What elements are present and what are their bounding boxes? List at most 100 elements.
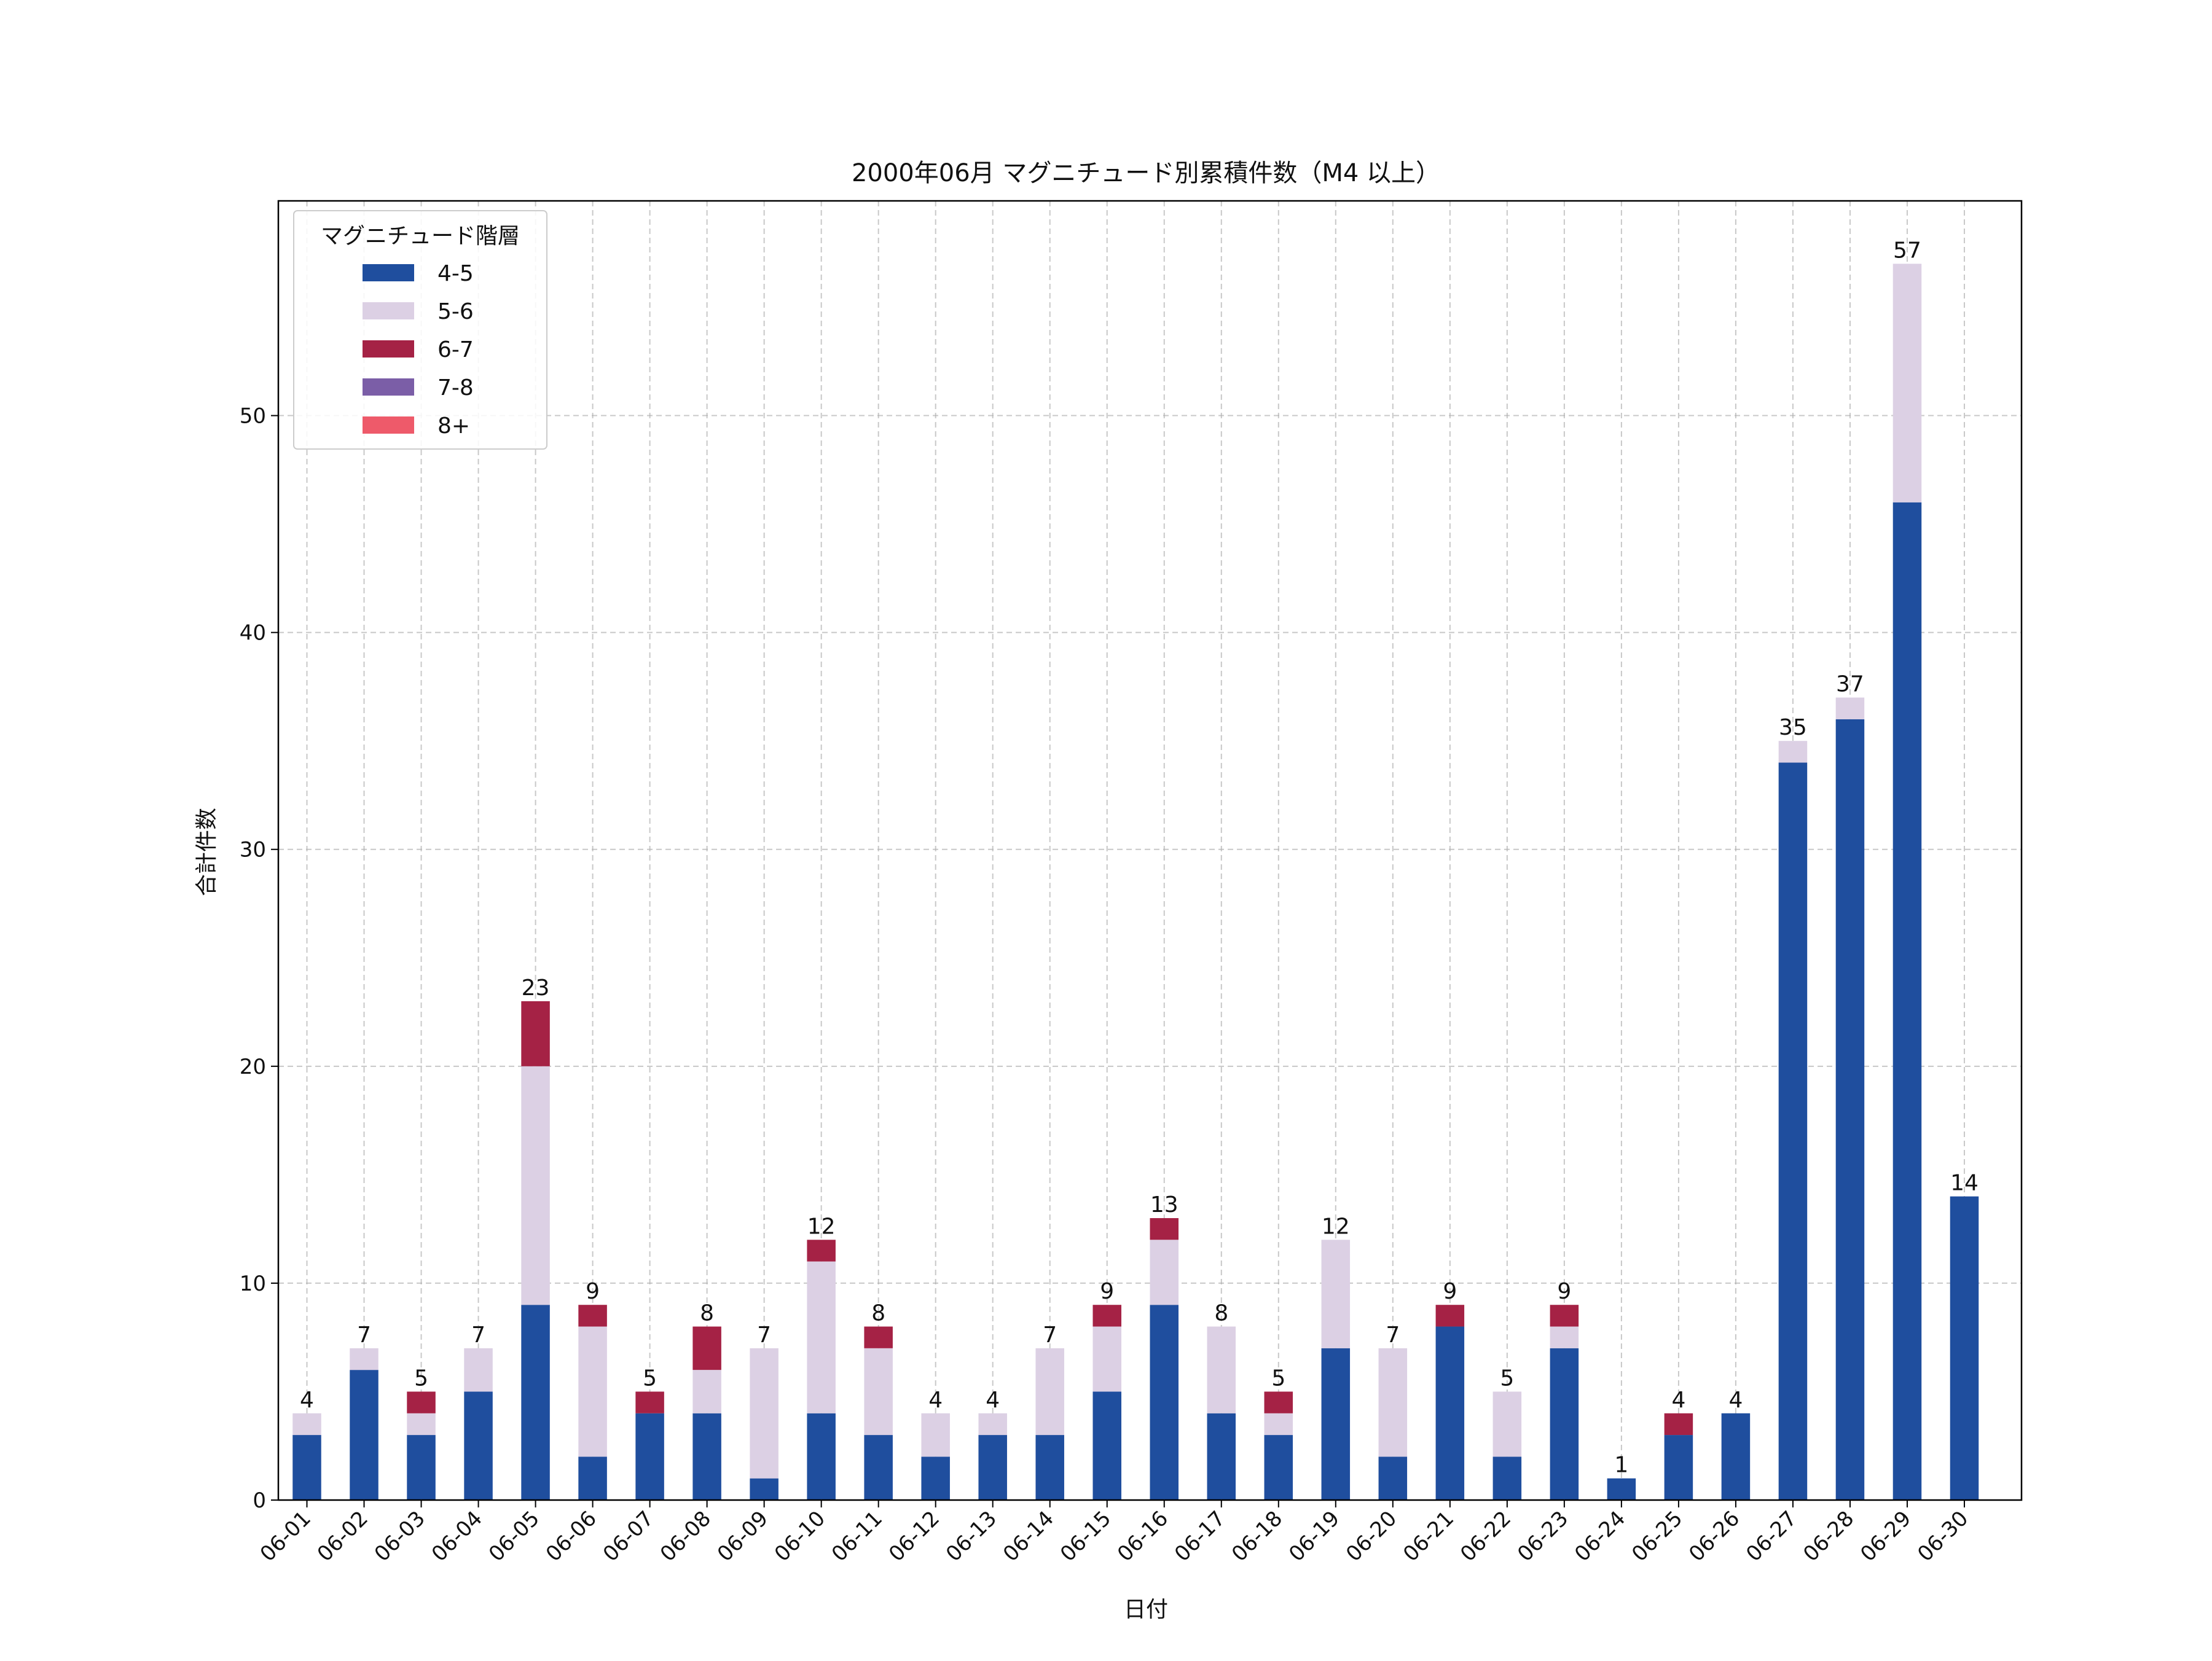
bar-total-label: 8 (871, 1301, 885, 1326)
bars (292, 264, 1979, 1500)
bar-total-label: 5 (1500, 1366, 1514, 1391)
bar-segment-6-7 (521, 1001, 550, 1066)
bar-segment-4-5 (1378, 1456, 1408, 1500)
bar-segment-5-6 (1778, 741, 1808, 763)
bar-segment-4-5 (407, 1435, 436, 1500)
bar-segment-6-7 (864, 1326, 893, 1348)
bar-segment-4-5 (350, 1370, 378, 1500)
bar-segment-4-5 (1664, 1435, 1693, 1500)
bar-segment-4-5 (1207, 1413, 1236, 1500)
bar-segment-5-6 (407, 1413, 436, 1436)
bar-total-label: 12 (807, 1214, 836, 1239)
bar-segment-5-6 (978, 1413, 1007, 1436)
y-tick-label: 10 (240, 1272, 266, 1296)
bar-total-label: 7 (757, 1323, 771, 1348)
bar-segment-5-6 (1264, 1413, 1293, 1436)
bar-segment-4-5 (1721, 1413, 1751, 1500)
bar-segment-5-6 (1207, 1326, 1236, 1413)
legend-label: 4-5 (437, 261, 474, 286)
legend-label: 8+ (437, 413, 470, 439)
bar-segment-6-7 (407, 1391, 436, 1413)
bar-segment-5-6 (1035, 1348, 1064, 1436)
chart-title: 2000年06月 マグニチュード別累積件数（M4 以上） (852, 159, 1440, 187)
legend: マグニチュード階層 4-5 5-6 6-7 7-8 8+ (293, 210, 547, 450)
bar-segment-4-5 (1492, 1456, 1522, 1500)
bar-total-label: 5 (1271, 1366, 1285, 1391)
bar-segment-4-5 (1835, 719, 1865, 1500)
bar-segment-4-5 (921, 1456, 950, 1500)
legend-swatch-7-8 (363, 378, 414, 396)
bar-segment-4-5 (1892, 502, 1922, 1500)
bar-segment-6-7 (1435, 1305, 1465, 1327)
bar-segment-5-6 (692, 1370, 721, 1413)
bar-total-label: 7 (357, 1323, 371, 1348)
y-axis-label: 合計件数 (194, 808, 219, 896)
bar-segment-4-5 (1778, 762, 1808, 1500)
bar-segment-5-6 (921, 1413, 950, 1457)
bar-segment-6-7 (1150, 1217, 1179, 1240)
bar-segment-4-5 (750, 1478, 779, 1500)
bar-segment-5-6 (864, 1348, 893, 1436)
bar-total-label: 9 (1557, 1279, 1571, 1304)
bar-total-label: 7 (1043, 1323, 1057, 1348)
legend-swatch-4-5 (363, 264, 414, 281)
bar-segment-4-5 (692, 1413, 721, 1500)
bar-segment-6-7 (1550, 1305, 1579, 1327)
bar-segment-6-7 (578, 1305, 607, 1327)
bar-total-label: 9 (586, 1279, 600, 1304)
bar-segment-5-6 (1892, 264, 1922, 502)
bar-total-label: 8 (1214, 1301, 1228, 1326)
bar-segment-5-6 (1150, 1240, 1179, 1305)
legend-swatch-8+ (363, 416, 414, 434)
bar-segment-6-7 (807, 1240, 836, 1262)
legend-title: マグニチュード階層 (321, 224, 520, 249)
bar-segment-4-5 (1150, 1305, 1179, 1500)
legend-label: 6-7 (437, 337, 474, 362)
bar-segment-6-7 (692, 1326, 721, 1370)
bar-segment-5-6 (350, 1348, 378, 1370)
bar-segment-4-5 (1264, 1435, 1293, 1500)
bar-segment-5-6 (1835, 697, 1865, 719)
bar-segment-5-6 (1092, 1326, 1121, 1392)
y-tick-label: 30 (240, 838, 266, 862)
bar-segment-4-5 (1950, 1196, 1979, 1500)
bar-total-label: 5 (643, 1366, 657, 1391)
bar-segment-4-5 (464, 1391, 493, 1500)
x-axis-label: 日付 (1124, 1597, 1168, 1622)
bar-segment-6-7 (1264, 1391, 1293, 1413)
plot-frame (277, 200, 2023, 1501)
bar-segment-4-5 (635, 1413, 664, 1500)
bar-segment-6-7 (635, 1391, 664, 1413)
legend-swatch-6-7 (363, 340, 414, 358)
legend-swatch-5-6 (363, 302, 414, 319)
bar-total-label: 7 (471, 1323, 485, 1348)
bar-total-label: 7 (1386, 1323, 1400, 1348)
bar-total-label: 9 (1100, 1279, 1114, 1304)
bar-total-label: 8 (700, 1301, 714, 1326)
bar-total-label: 12 (1322, 1214, 1350, 1239)
bar-segment-4-5 (807, 1413, 836, 1500)
bar-segment-5-6 (292, 1413, 321, 1436)
bar-segment-4-5 (1321, 1348, 1351, 1500)
bar-total-label: 1 (1614, 1453, 1628, 1478)
bar-total-label: 9 (1443, 1279, 1457, 1304)
bar-total-label: 23 (522, 975, 550, 1001)
bar-total-label: 4 (1671, 1388, 1685, 1413)
bar-total-label: 5 (414, 1366, 428, 1391)
bar-segment-4-5 (1550, 1348, 1579, 1500)
bar-total-label: 37 (1836, 672, 1864, 697)
bar-segment-6-7 (1664, 1413, 1693, 1436)
bar-segment-4-5 (578, 1456, 607, 1500)
bar-segment-5-6 (1492, 1391, 1522, 1457)
bar-segment-4-5 (521, 1305, 550, 1500)
bar-total-label: 57 (1893, 238, 1921, 263)
bar-segment-5-6 (578, 1326, 607, 1457)
bar-segment-4-5 (292, 1435, 321, 1500)
y-tick-label: 40 (240, 621, 266, 646)
bar-segment-4-5 (1607, 1478, 1636, 1500)
y-tick-label: 20 (240, 1055, 266, 1079)
bar-segment-6-7 (1092, 1305, 1121, 1327)
bar-total-label: 4 (1728, 1388, 1743, 1413)
